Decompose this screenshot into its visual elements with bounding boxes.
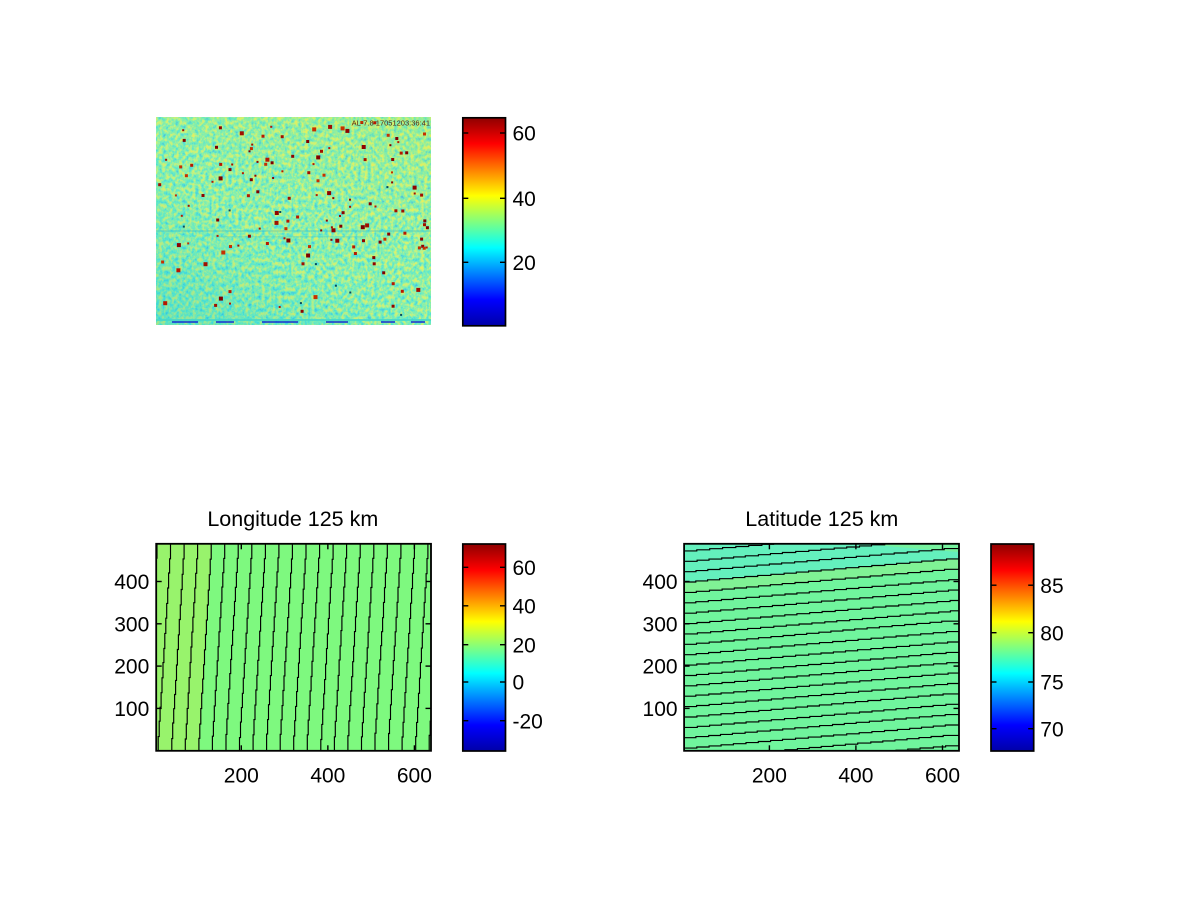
svg-text:600: 600 <box>925 764 960 787</box>
svg-text:40: 40 <box>513 595 536 618</box>
svg-text:300: 300 <box>643 613 678 636</box>
svg-text:AL·7.8 17051203:36:41: AL·7.8 17051203:36:41 <box>352 119 430 128</box>
svg-text:200: 200 <box>752 764 787 787</box>
svg-text:20: 20 <box>513 634 536 657</box>
svg-text:Longitude 125 km: Longitude 125 km <box>207 507 378 531</box>
svg-text:0: 0 <box>513 672 525 695</box>
svg-text:75: 75 <box>1040 672 1063 695</box>
svg-text:200: 200 <box>643 656 678 679</box>
svg-text:300: 300 <box>114 613 149 636</box>
svg-text:200: 200 <box>114 656 149 679</box>
svg-text:70: 70 <box>1040 718 1063 741</box>
svg-text:40: 40 <box>513 188 536 211</box>
svg-text:400: 400 <box>838 764 873 787</box>
svg-text:200: 200 <box>224 764 259 787</box>
svg-text:20: 20 <box>513 252 536 275</box>
svg-text:100: 100 <box>643 698 678 721</box>
svg-text:400: 400 <box>114 571 149 594</box>
svg-text:400: 400 <box>643 571 678 594</box>
svg-text:60: 60 <box>513 123 536 146</box>
svg-text:85: 85 <box>1040 575 1063 598</box>
svg-text:60: 60 <box>513 557 536 580</box>
svg-text:100: 100 <box>114 698 149 721</box>
svg-text:400: 400 <box>310 764 345 787</box>
svg-text:600: 600 <box>397 764 432 787</box>
svg-text:80: 80 <box>1040 622 1063 645</box>
svg-text:-20: -20 <box>513 710 543 733</box>
svg-text:Latitude 125 km: Latitude 125 km <box>745 507 898 531</box>
